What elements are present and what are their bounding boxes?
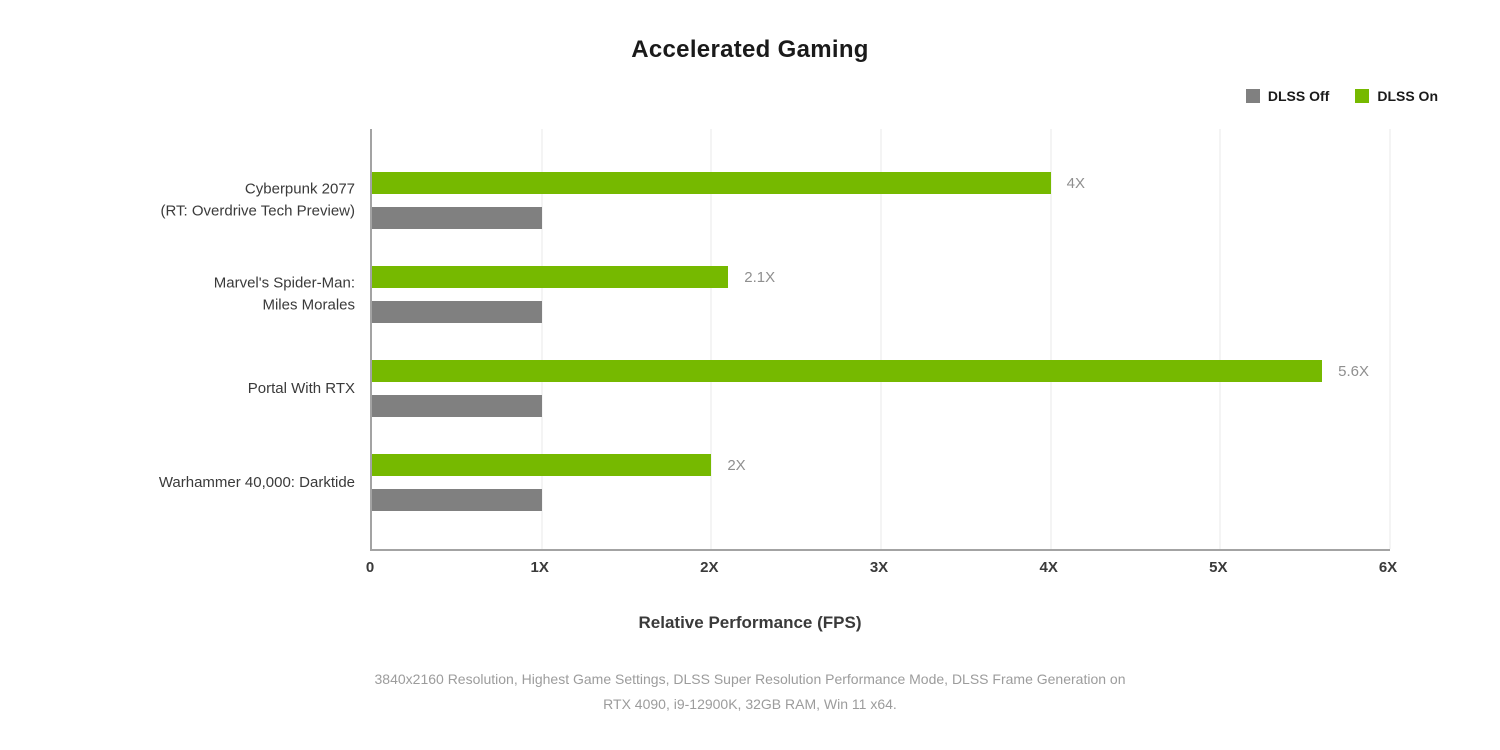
category-label: Marvel's Spider-Man: Miles Morales (213, 274, 355, 314)
legend-item-dlss-off: DLSS Off (1245, 88, 1330, 104)
gridline (1389, 129, 1391, 549)
bar-dlss-on (372, 266, 729, 288)
x-tick-label: 4X (1039, 559, 1058, 576)
legend-swatch-icon (1355, 89, 1370, 103)
bar-dlss-on (372, 360, 1323, 382)
category-label: Portal With RTX (247, 379, 355, 397)
category-label: Cyberpunk 2077 (RT: Overdrive Tech Previ… (160, 180, 355, 220)
bar-row (372, 489, 1390, 511)
bar-row: 4X (372, 172, 1390, 194)
bar-group: 2X (372, 454, 1390, 511)
legend-item-dlss-on: DLSS On (1355, 88, 1438, 104)
bar-dlss-off (372, 301, 542, 323)
chart-body: Cyberpunk 2077 (RT: Overdrive Tech Previ… (0, 129, 1500, 551)
bar-value-label: 5.6X (1338, 362, 1369, 380)
bar-dlss-off (372, 489, 542, 511)
bar-group: 4X (372, 172, 1390, 229)
bar-row (372, 395, 1390, 417)
bar-row: 2.1X (372, 266, 1390, 288)
gridline (880, 129, 882, 549)
x-tick-label: 1X (530, 559, 549, 576)
bar-group: 5.6X (372, 360, 1390, 417)
plot-area: 4X 2.1X 5.6X 2X (370, 129, 1391, 551)
footnote-line-2: RTX 4090, i9-12900K, 32GB RAM, Win 11 x6… (603, 695, 897, 712)
gridline (1219, 129, 1221, 549)
bar-row: 5.6X (372, 360, 1390, 382)
bar-row (372, 301, 1390, 323)
bar-value-label: 4X (1066, 174, 1086, 192)
x-axis-label: Relative Performance (FPS) (638, 613, 862, 632)
x-ticks: 0 1X 2X 3X 4X 5X 6X (366, 559, 1397, 581)
legend-label: DLSS Off (1267, 88, 1330, 104)
x-tick-label: 2X (700, 559, 719, 576)
category-label: Warhammer 40,000: Darktide (158, 473, 355, 491)
chart-title: Accelerated Gaming (631, 36, 869, 63)
gridline (710, 129, 712, 549)
legend-swatch-icon (1245, 89, 1260, 103)
bar-dlss-off (372, 207, 542, 229)
bar-dlss-on (372, 454, 712, 476)
bar-row: 2X (372, 454, 1390, 476)
x-tick-label: 6X (1378, 559, 1398, 576)
bar-value-label: 2X (727, 456, 746, 474)
bar-dlss-off (372, 395, 542, 417)
bar-dlss-on (372, 172, 1051, 194)
bar-row (372, 207, 1390, 229)
gridline (541, 129, 543, 549)
legend-label: DLSS On (1377, 88, 1438, 104)
footnote-line-1: 3840x2160 Resolution, Highest Game Setti… (374, 671, 1126, 687)
gridline (1050, 129, 1052, 549)
footnote: 3840x2160 Resolution, Highest Game Setti… (0, 667, 1500, 716)
x-tick-label: 0 (365, 559, 375, 576)
legend: DLSS Off DLSS On (0, 86, 1500, 106)
x-tick-label: 3X (869, 559, 889, 576)
x-tick-label: 5X (1209, 559, 1228, 576)
bar-value-label: 2.1X (744, 268, 776, 286)
category-labels: Cyberpunk 2077 (RT: Overdrive Tech Previ… (0, 129, 370, 549)
bar-group: 2.1X (372, 266, 1390, 323)
